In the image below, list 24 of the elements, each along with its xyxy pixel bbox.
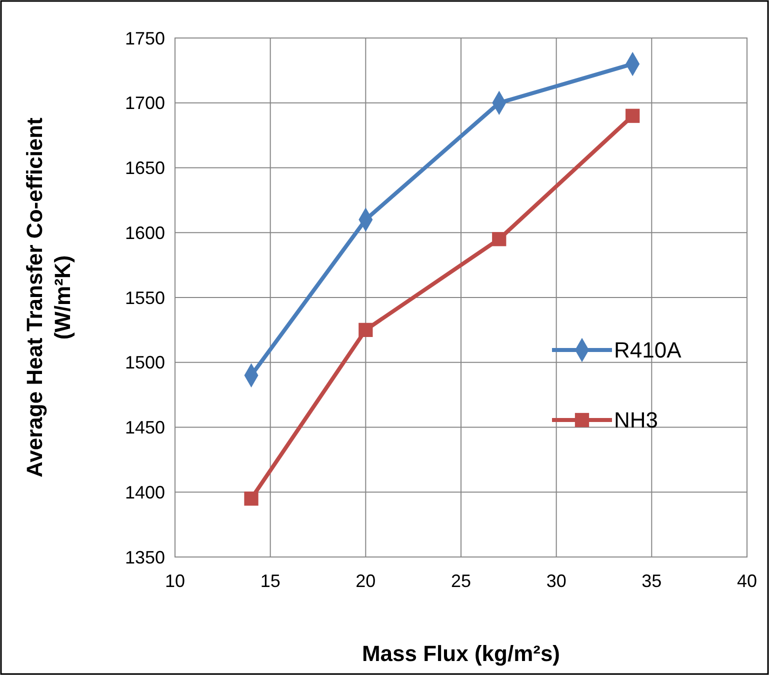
y-tick-label: 1550 [124,288,165,308]
point [244,492,258,506]
x-axis-title: Mass Flux (kg/m²s) [362,641,560,666]
x-tick-label: 30 [546,571,566,591]
x-tick-label: 25 [450,571,472,591]
y-tick-label: 1500 [124,352,165,373]
y-tick-label: 1450 [124,418,165,438]
x-tick-label: 20 [356,571,376,591]
x-tick-label: 10 [164,571,186,591]
y-tick-label: 1650 [124,158,165,178]
point [626,108,640,123]
legend-label: R410A [614,338,682,363]
point [492,232,506,246]
legend-label: NH3 [614,408,658,433]
y-tick-label: 1400 [124,482,165,502]
y-axis-title: Average Heat Transfer Co-efficient (W/m²K) [22,116,75,478]
x-tick-label: 15 [260,571,280,591]
y-tick-label: 1700 [124,93,165,114]
y-tick-label: 1600 [124,222,165,243]
point [358,322,373,338]
y-tick-label: 1750 [124,28,165,48]
x-tick-label: 35 [642,571,662,591]
y-tick-label: 1350 [124,547,165,568]
x-tick-label: 40 [736,571,758,591]
